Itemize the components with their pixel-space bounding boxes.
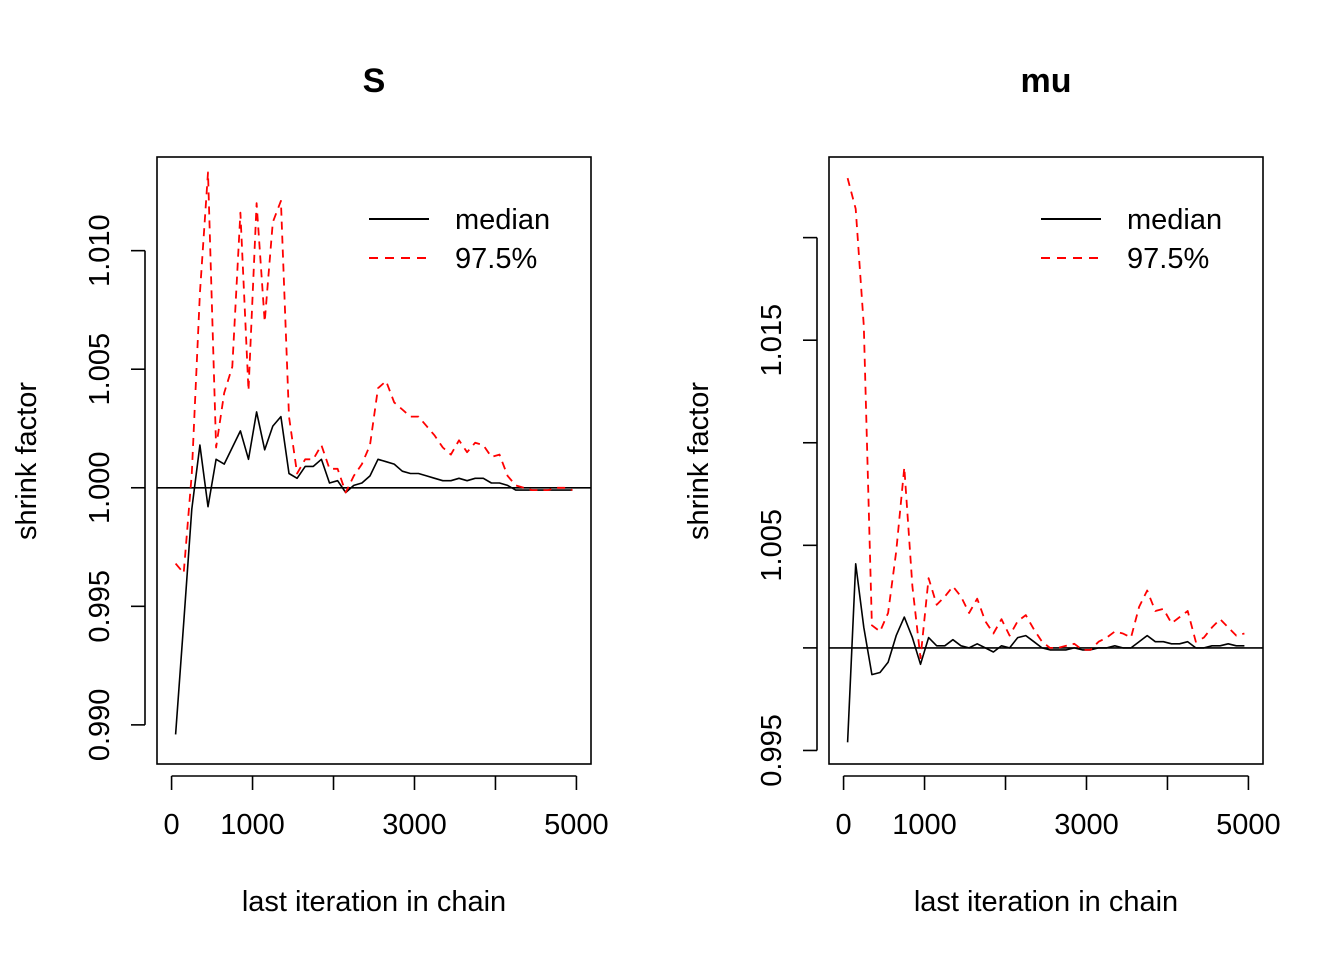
panel-mu: mu last iteration in chain shrink factor… — [683, 62, 1281, 918]
legend: median 97.5% — [1041, 204, 1222, 275]
x-axis: 0 1000 3000 5000 — [164, 775, 609, 841]
x-axis: 0 1000 3000 5000 — [836, 775, 1281, 841]
series-median-line — [846, 562, 1245, 743]
y-axis: 0.995 1.005 1.015 — [756, 236, 818, 787]
plot-area — [829, 177, 1263, 743]
x-tick-label: 1000 — [892, 809, 957, 841]
plot-frame — [156, 156, 592, 765]
x-tick-label: 3000 — [382, 809, 447, 841]
y-tick-label: 0.995 — [84, 570, 116, 643]
legend-97.5-label: 97.5% — [455, 243, 537, 275]
series-97.5-line — [174, 171, 573, 574]
y-axis-label: shrink factor — [683, 382, 715, 540]
legend-97.5-label: 97.5% — [1127, 243, 1209, 275]
x-axis-label: last iteration in chain — [242, 886, 506, 918]
x-tick-label: 3000 — [1054, 809, 1119, 841]
y-tick-label: 0.995 — [756, 714, 788, 787]
x-tick-label: 0 — [836, 809, 852, 841]
series-median-line — [174, 411, 573, 735]
x-tick-label: 5000 — [544, 809, 609, 841]
panel-s: S last iteration in chain shrink factor … — [11, 62, 609, 918]
y-tick-label: 1.000 — [84, 451, 116, 524]
y-tick-label: 1.015 — [756, 304, 788, 377]
y-tick-label: 1.005 — [84, 333, 116, 406]
y-axis-label: shrink factor — [11, 382, 43, 540]
x-tick-label: 1000 — [220, 809, 285, 841]
legend-median-label: median — [1127, 204, 1222, 236]
x-axis-label: last iteration in chain — [914, 886, 1178, 918]
panel-title: mu — [1021, 62, 1072, 100]
panel-title: S — [363, 62, 386, 100]
plot-frame — [828, 156, 1264, 765]
legend-median-label: median — [455, 204, 550, 236]
legend: median 97.5% — [369, 204, 550, 275]
y-axis: 0.990 0.995 1.000 1.005 1.010 — [84, 214, 146, 762]
plot-area — [157, 171, 591, 735]
x-tick-label: 0 — [164, 809, 180, 841]
series-97.5-line — [846, 177, 1245, 659]
y-tick-label: 0.990 — [84, 689, 116, 762]
x-tick-label: 5000 — [1216, 809, 1281, 841]
y-tick-label: 1.010 — [84, 214, 116, 287]
y-tick-label: 1.005 — [756, 509, 788, 582]
